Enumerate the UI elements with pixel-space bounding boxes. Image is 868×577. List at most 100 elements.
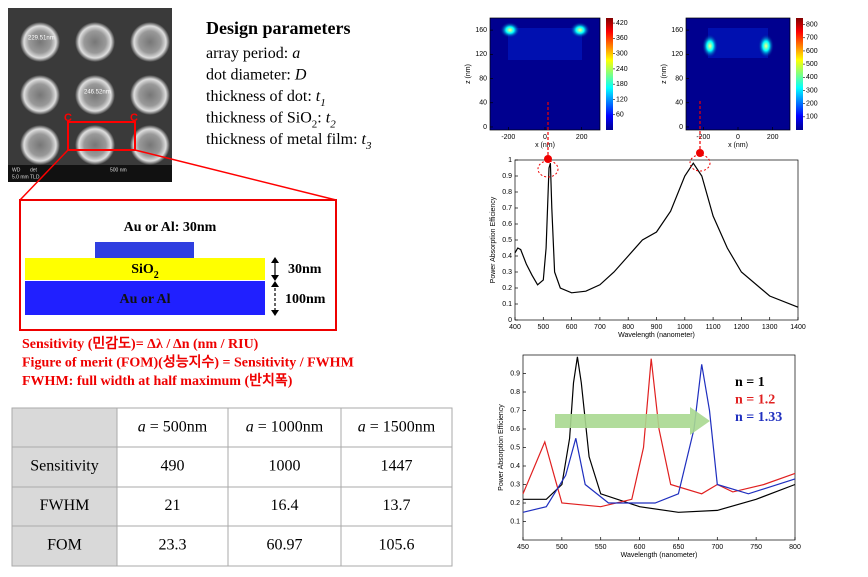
table-cell	[116, 525, 229, 567]
sem-footer: TLD	[30, 174, 40, 180]
table-cell-text: 60.97	[267, 537, 303, 554]
x-tick-label: 750	[750, 544, 762, 551]
x-tick-label: 500	[537, 324, 549, 331]
colorbar-label: 360	[616, 35, 628, 42]
sem-footer: 500 nm	[110, 167, 127, 173]
header-var: a	[138, 418, 146, 435]
layer-label: Au or Al: 30nm	[124, 220, 217, 235]
x-tick-label: 400	[509, 324, 521, 331]
colorbar-label: 120	[616, 96, 628, 103]
y-tick-label: 0.2	[510, 500, 520, 507]
y-tick-label: 0	[483, 124, 487, 131]
x-tick-label: -200	[501, 134, 515, 141]
header-var: a	[358, 418, 366, 435]
table-cell	[340, 525, 453, 567]
hot-spot	[758, 34, 774, 58]
y-axis-label: z (nm)	[465, 64, 472, 84]
item-label: thickness of dot:	[206, 88, 316, 105]
colorbar-label: 800	[806, 21, 818, 28]
x-tick-label: 650	[673, 544, 685, 551]
y-tick-label: 0.3	[510, 481, 520, 488]
x-tick-label: 200	[767, 134, 779, 141]
x-tick-label: 800	[622, 324, 634, 331]
sem-label: 246.52nm	[84, 90, 111, 96]
table-cell	[227, 446, 342, 488]
y-tick-label: 0.9	[502, 173, 512, 180]
design-item: thickness of metal film: t3	[206, 131, 372, 152]
y-tick-label: 0.6	[510, 426, 520, 433]
item-symbol: t	[362, 131, 367, 148]
peak-dot	[696, 149, 704, 157]
item-label: :	[317, 109, 325, 126]
sem-label: C	[64, 112, 72, 124]
sem-label: 229.51nm	[28, 36, 55, 42]
design-item: array period: a	[206, 45, 300, 62]
x-tick-label: 0	[736, 134, 740, 141]
colorbar-label: 100	[806, 114, 818, 121]
table-cell	[116, 446, 229, 488]
item-label: array period:	[206, 45, 292, 62]
x-tick-label: 1300	[762, 324, 778, 331]
layer-label: Au or Al	[119, 292, 170, 307]
sem-footer: WD	[12, 167, 21, 173]
colorbar-label: 700	[806, 35, 818, 42]
x-tick-label: 800	[789, 544, 801, 551]
y-tick-label: 1	[508, 157, 512, 164]
colorbar-label: 300	[616, 50, 628, 57]
y-tick-label: 80	[479, 75, 487, 82]
colorbar-label: 60	[616, 112, 624, 119]
plot-frame	[514, 159, 799, 321]
layer-label: SiO2	[131, 262, 159, 281]
x-tick-label: 0	[543, 134, 547, 141]
x-tick-label: 550	[595, 544, 607, 551]
x-tick-label: 600	[566, 324, 578, 331]
table-cell-text: 16.4	[271, 497, 299, 514]
item-sub: 3	[365, 140, 372, 152]
series-line	[522, 364, 796, 513]
x-tick-label: 1400	[790, 324, 806, 331]
x-tick-label: 700	[594, 324, 606, 331]
series-line	[514, 162, 799, 308]
x-tick-label: 450	[517, 544, 529, 551]
sem-footer: 5.0 mm	[12, 174, 29, 180]
y-tick-label: 160	[671, 27, 683, 34]
y-tick-label: 0.9	[510, 370, 520, 377]
y-tick-label: 0.6	[502, 221, 512, 228]
y-tick-label: 0.8	[502, 189, 512, 196]
item-sub: 2	[312, 118, 318, 130]
hot-spot	[702, 34, 718, 58]
design-item: thickness of dot: t1	[206, 88, 326, 109]
layer-text: SiO	[131, 262, 154, 277]
y-axis-label: Power Absorption Efficiency	[498, 404, 505, 491]
hot-spot	[500, 22, 520, 38]
legend-entry: n = 1	[735, 375, 765, 390]
colorbar-label: 300	[806, 87, 818, 94]
item-symbol: t	[326, 109, 331, 126]
sem-footer: det	[30, 167, 38, 173]
table-cell-text: 490	[161, 458, 185, 475]
x-tick-label: 600	[634, 544, 646, 551]
y-tick-label: 0.2	[502, 285, 512, 292]
colorbar-label: 500	[806, 61, 818, 68]
legend-entry: n = 1.33	[735, 410, 782, 425]
table-cell	[227, 407, 342, 448]
design-item: dot diameter: D	[206, 66, 307, 83]
dimension: 100nm	[285, 292, 326, 307]
table-cell-text: 13.7	[383, 497, 411, 514]
x-axis-label: x (nm)	[535, 142, 555, 149]
y-tick-label: 0.4	[502, 253, 512, 260]
table-cell	[340, 446, 453, 488]
item-label: thickness of metal film:	[206, 131, 362, 148]
colorbar	[606, 18, 613, 130]
item-symbol: a	[292, 45, 300, 62]
header-var: a	[246, 418, 254, 435]
colorbar	[796, 18, 803, 130]
y-tick-label: 40	[479, 100, 487, 107]
table-cell-text: 105.6	[379, 537, 415, 554]
item-sub: 1	[320, 97, 326, 109]
y-tick-label: 80	[675, 75, 683, 82]
table-header: a = 1500nm	[358, 418, 436, 435]
colorbar-label: 420	[616, 20, 628, 27]
y-tick-label: 0.1	[502, 301, 512, 308]
